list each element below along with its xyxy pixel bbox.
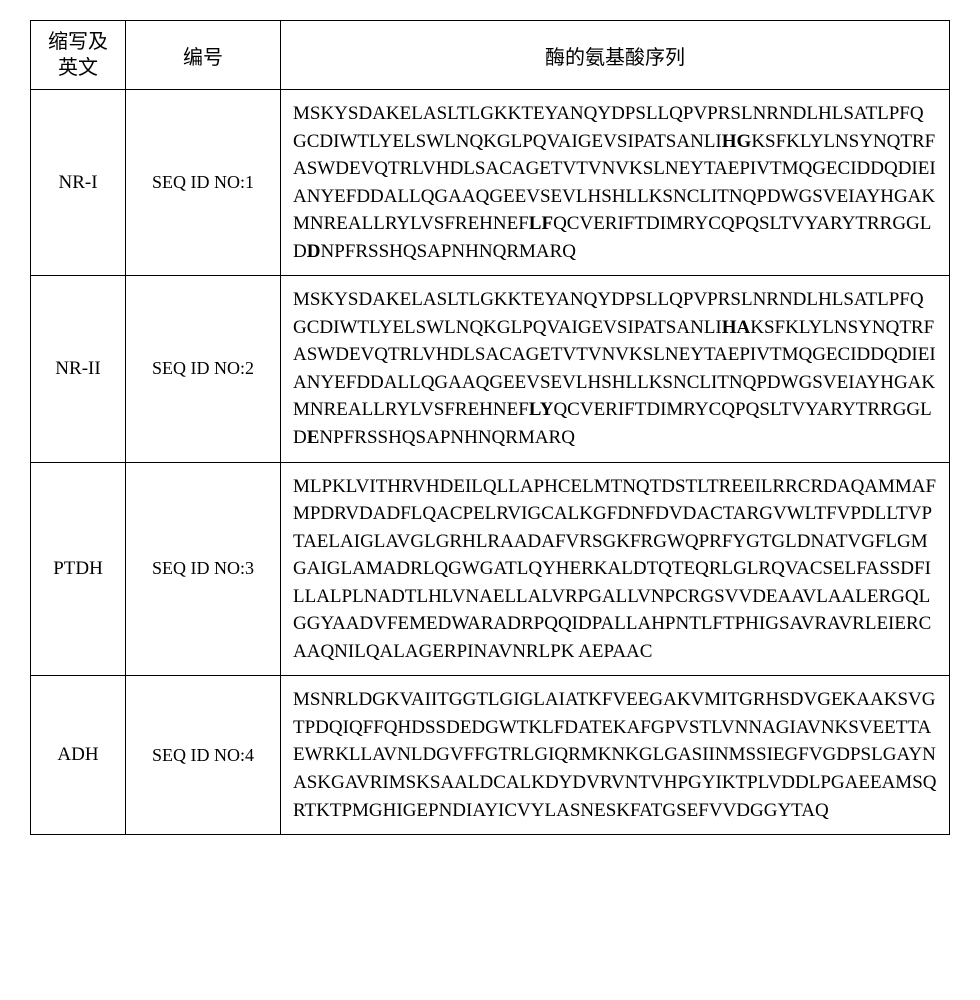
cell-abbr: ADH (31, 676, 126, 835)
cell-seqid: SEQ ID NO:4 (126, 676, 281, 835)
table-header: 缩写及 英文 编号 酶的氨基酸序列 (31, 21, 950, 90)
cell-sequence: MSKYSDAKELASLTLGKKTEYANQYDPSLLQPVPRSLNRN… (281, 90, 950, 276)
cell-seqid: SEQ ID NO:1 (126, 90, 281, 276)
table-row: PTDH SEQ ID NO:3 MLPKLVITHRVHDEILQLLAPHC… (31, 462, 950, 676)
table-body: NR-I SEQ ID NO:1 MSKYSDAKELASLTLGKKTEYAN… (31, 90, 950, 835)
table-row: NR-II SEQ ID NO:2 MSKYSDAKELASLTLGKKTEYA… (31, 276, 950, 462)
cell-sequence: MSNRLDGKVAIITGGTLGIGLAIATKFVEEGAKVMITGRH… (281, 676, 950, 835)
cell-seqid: SEQ ID NO:3 (126, 462, 281, 676)
header-abbr-line2: 英文 (58, 57, 98, 79)
cell-seqid: SEQ ID NO:2 (126, 276, 281, 462)
header-id: 编号 (126, 21, 281, 90)
header-seq: 酶的氨基酸序列 (281, 21, 950, 90)
header-abbr-line1: 缩写及 (48, 31, 108, 53)
table-row: ADH SEQ ID NO:4 MSNRLDGKVAIITGGTLGIGLAIA… (31, 676, 950, 835)
cell-sequence: MLPKLVITHRVHDEILQLLAPHCELMTNQTDSTLTREEIL… (281, 462, 950, 676)
header-abbr: 缩写及 英文 (31, 21, 126, 90)
cell-sequence: MSKYSDAKELASLTLGKKTEYANQYDPSLLQPVPRSLNRN… (281, 276, 950, 462)
header-row: 缩写及 英文 编号 酶的氨基酸序列 (31, 21, 950, 90)
table-row: NR-I SEQ ID NO:1 MSKYSDAKELASLTLGKKTEYAN… (31, 90, 950, 276)
cell-abbr: NR-I (31, 90, 126, 276)
sequence-table: 缩写及 英文 编号 酶的氨基酸序列 NR-I SEQ ID NO:1 MSKYS… (30, 20, 950, 835)
cell-abbr: PTDH (31, 462, 126, 676)
cell-abbr: NR-II (31, 276, 126, 462)
